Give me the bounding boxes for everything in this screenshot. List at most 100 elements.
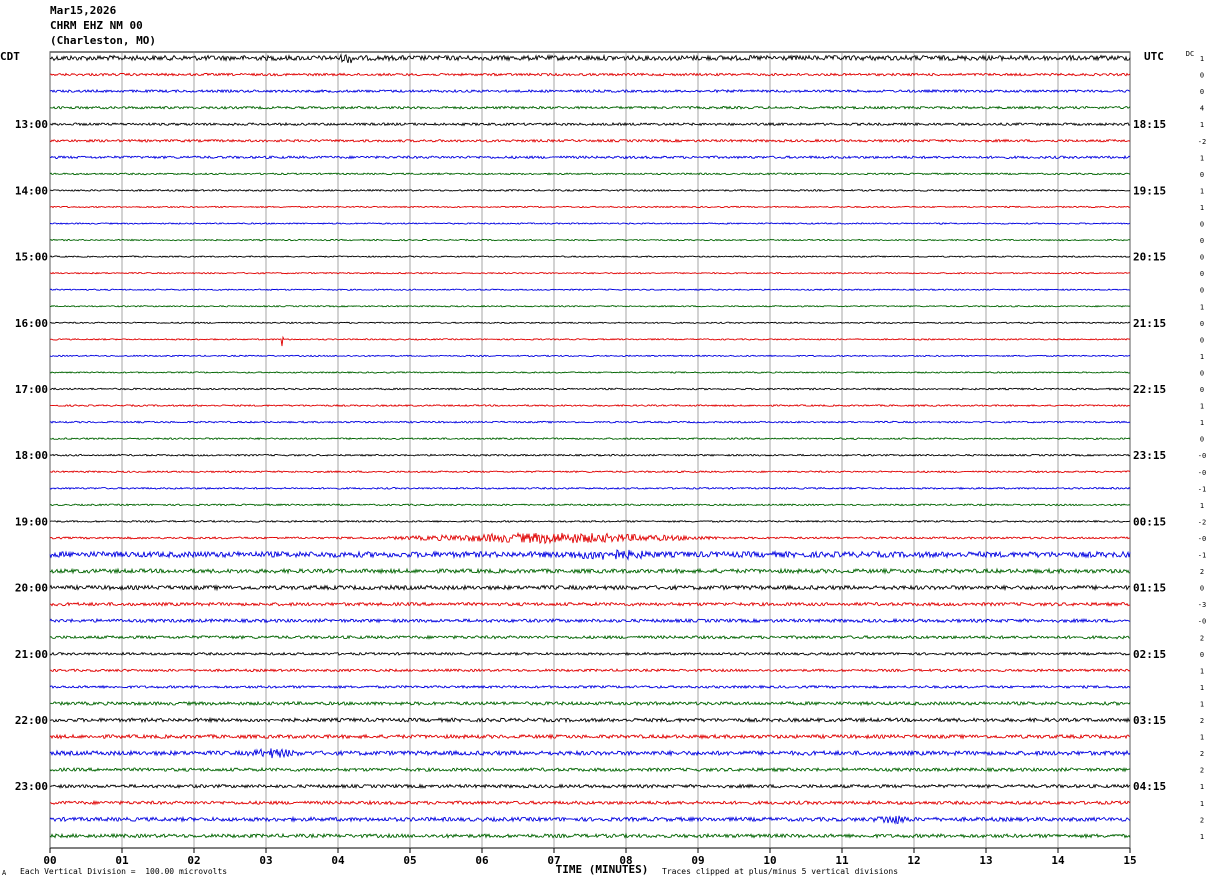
left-hour-label: 20:00	[15, 582, 48, 595]
dc-offset-label: 1	[1200, 204, 1204, 212]
x-tick-label: 02	[187, 854, 200, 867]
trace-12	[49, 255, 1131, 258]
dc-offset-label: 0	[1200, 336, 1204, 344]
trace-1	[49, 72, 1131, 77]
left-hour-label: 22:00	[15, 714, 48, 727]
trace-8	[49, 188, 1131, 192]
trace-14	[49, 288, 1131, 291]
dc-offset-label: 1	[1200, 154, 1204, 162]
right-hour-label: 04:15	[1133, 780, 1166, 793]
trace-0	[49, 53, 1131, 64]
left-hour-label: 15:00	[15, 251, 48, 264]
x-tick-label: 05	[403, 854, 416, 867]
dc-offset-label: 0	[1200, 651, 1204, 659]
dc-offset-label: 0	[1200, 585, 1204, 593]
trace-46	[49, 815, 1131, 825]
x-tick-label: 00	[43, 854, 56, 867]
right-hour-label: 02:15	[1133, 648, 1166, 661]
right-hour-label: 19:15	[1133, 184, 1166, 197]
right-hour-label: 20:15	[1133, 251, 1166, 264]
trace-21	[49, 404, 1131, 408]
trace-38	[49, 684, 1131, 690]
trace-35	[49, 634, 1131, 640]
dc-offset-label: 0	[1200, 72, 1204, 80]
trace-23	[49, 437, 1131, 441]
trace-9	[49, 205, 1131, 209]
trace-5	[49, 138, 1131, 143]
trace-43	[49, 766, 1131, 773]
station-label: CHRM EHZ NM 00	[50, 19, 143, 32]
right-hour-label: 01:15	[1133, 582, 1166, 595]
x-tick-label: 01	[115, 854, 129, 867]
right-hour-label: 22:15	[1133, 383, 1166, 396]
trace-34	[49, 617, 1131, 624]
trace-10	[50, 222, 1131, 225]
trace-2	[49, 88, 1131, 94]
dc-offset-label: -0	[1198, 469, 1206, 477]
trace-24	[49, 453, 1131, 457]
dc-offset-label: 1	[1200, 833, 1204, 841]
left-hour-label: 19:00	[15, 515, 48, 528]
dc-offset-label: 2	[1200, 767, 1204, 775]
left-hour-label: 23:00	[15, 780, 48, 793]
trace-17	[49, 335, 1131, 347]
trace-29	[49, 531, 1131, 545]
left-hour-label: 16:00	[15, 317, 48, 330]
right-hour-label: 23:15	[1133, 449, 1166, 462]
trace-11	[49, 238, 1131, 242]
trace-25	[49, 470, 1131, 474]
trace-37	[49, 668, 1131, 673]
trace-27	[49, 503, 1131, 507]
trace-30	[49, 549, 1131, 561]
trace-19	[49, 371, 1131, 374]
dc-offset-label: -3	[1198, 601, 1206, 609]
x-tick-label: 14	[1051, 854, 1065, 867]
trace-3	[49, 105, 1131, 110]
trace-4	[49, 121, 1131, 127]
trace-42	[49, 748, 1131, 759]
dc-offset-label: 1	[1200, 353, 1204, 361]
right-timezone-label: UTC	[1144, 50, 1164, 63]
x-axis-label: TIME (MINUTES)	[556, 863, 649, 876]
trace-22	[49, 420, 1131, 424]
dc-offset-label: 1	[1200, 303, 1204, 311]
dc-offset-label: 1	[1200, 403, 1204, 411]
trace-31	[49, 567, 1131, 575]
dc-offset-label: -2	[1198, 518, 1206, 526]
trace-44	[49, 783, 1131, 790]
x-tick-label: 12	[907, 854, 920, 867]
left-timezone-label: CDT	[0, 50, 20, 63]
dc-offset-label: 1	[1200, 121, 1204, 129]
plot-frame	[49, 51, 1131, 849]
trace-15	[49, 304, 1131, 308]
trace-20	[49, 387, 1131, 391]
dc-offset-label: 1	[1200, 502, 1204, 510]
x-tick-label: 04	[331, 854, 345, 867]
left-hour-label: 18:00	[15, 449, 48, 462]
dc-offset-label: 1	[1200, 783, 1204, 791]
dc-offset-label: -0	[1198, 618, 1206, 626]
trace-16	[49, 321, 1131, 325]
trace-26	[49, 486, 1131, 490]
trace-32	[49, 583, 1131, 592]
dc-offset-label: -1	[1198, 485, 1206, 493]
x-tick-label: 06	[475, 854, 489, 867]
dc-offset-label: 0	[1200, 88, 1204, 96]
minute-gridlines	[49, 51, 1131, 853]
dc-offset-label: 1	[1200, 55, 1204, 63]
dc-offset-label: 1	[1200, 684, 1204, 692]
axis-labels: 00 01 02 03 04 05 06 07 08 09 10 11 12 13 14 1510041-21…	[0, 50, 1206, 876]
right-hour-label: 18:15	[1133, 118, 1166, 131]
dc-offset-label: 0	[1200, 320, 1204, 328]
dc-offset-label: 0	[1200, 254, 1204, 262]
dc-offset-label: -1	[1198, 552, 1206, 560]
dc-offset-label: 0	[1200, 270, 1204, 278]
dc-offset-label: 1	[1200, 667, 1204, 675]
x-tick-label: 08	[619, 854, 632, 867]
dc-offset-label: 4	[1200, 105, 1204, 113]
right-hour-label: 21:15	[1133, 317, 1166, 330]
trace-47	[49, 832, 1131, 840]
right-hour-label: 00:15	[1133, 515, 1166, 528]
right-hour-label: 03:15	[1133, 714, 1166, 727]
x-tick-label: 10	[763, 854, 776, 867]
